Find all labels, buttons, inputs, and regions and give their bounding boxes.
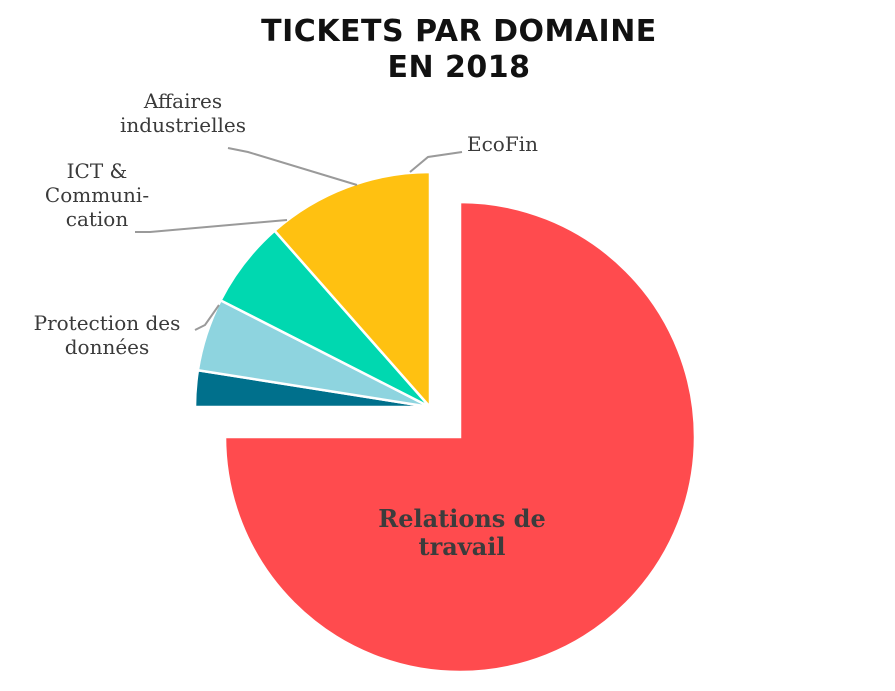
slice-label-line: industrielles (120, 113, 246, 137)
chart-title-line-1: TICKETS PAR DOMAINE (261, 14, 657, 49)
slice-label-affaires-industrielles: Affaires industrielles (120, 89, 246, 137)
slice-label-line: Protection des (34, 311, 181, 335)
slice-label-line: Affaires (143, 89, 222, 113)
leader-line-protection-des-donnees (194, 304, 220, 331)
leader-line-ecofin (409, 151, 463, 173)
chart-title: TICKETS PAR DOMAINE EN 2018 (0, 14, 895, 86)
leader-line-ict-communication (135, 219, 288, 233)
slice-label-line: EcoFin (467, 132, 538, 156)
slice-label-line: cation (66, 207, 129, 231)
leader-line-affaires-industrielles (227, 147, 358, 186)
slice-label-ict-communication: ICT & Communi-cation (45, 159, 149, 231)
chart-title-line-2: EN 2018 (387, 50, 531, 85)
pie-slice-protection-des-donnees (272, 170, 432, 411)
slice-label-line: données (65, 335, 150, 359)
slice-label-protection-des-donnees: Protection des données (34, 311, 181, 359)
slice-label-line: travail (418, 532, 505, 561)
slice-label-ecofin: EcoFin (467, 132, 538, 156)
slice-label-relations-de-travail: Relations de travail (378, 504, 545, 561)
slice-label-line: Communi- (45, 183, 149, 207)
slice-label-line: Relations de (378, 504, 545, 533)
pie-slice-relations-de-travail (223, 200, 697, 674)
slice-label-line: ICT & (67, 159, 128, 183)
